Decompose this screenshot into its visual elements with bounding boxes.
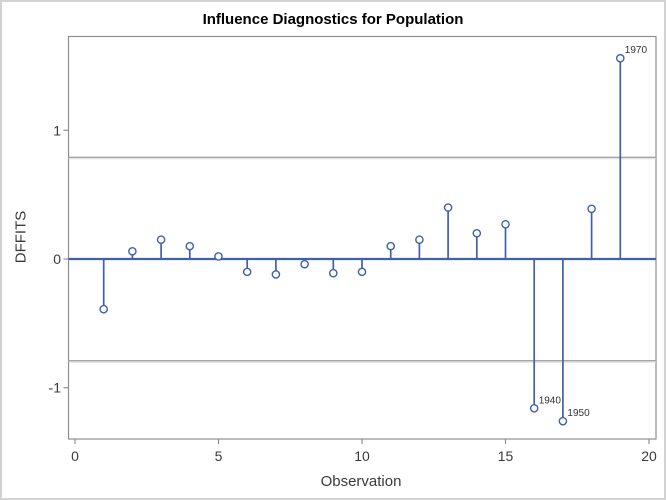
y-tick-label: -1: [49, 380, 62, 396]
y-tick-label: 0: [53, 251, 61, 267]
point-label-1970: 1970: [625, 45, 648, 56]
marker-obs-4: [185, 241, 195, 251]
y-tick-label: 1: [53, 122, 61, 138]
x-tick-label: 10: [354, 448, 370, 464]
marker-obs-6: [242, 267, 252, 277]
marker-obs-19: [616, 53, 625, 63]
plot-frame: [67, 35, 657, 440]
marker-obs-3: [156, 235, 166, 244]
x-tick-label: 15: [498, 448, 514, 464]
x-tick-label: 0: [71, 448, 79, 464]
point-label-1940: 1940: [539, 395, 562, 406]
x-tick-label: 20: [641, 448, 657, 464]
marker-obs-15: [501, 219, 510, 229]
marker-obs-5: [214, 252, 223, 261]
marker-obs-16: [529, 403, 539, 413]
y-axis-title: DFFITS: [12, 210, 30, 264]
x-axis-title: Observation: [320, 473, 402, 490]
marker-obs-9: [328, 268, 338, 278]
marker-obs-7: [271, 270, 281, 279]
marker-obs-8: [300, 259, 309, 269]
x-tick-label: 5: [215, 448, 223, 464]
point-label-1950: 1950: [567, 408, 590, 419]
marker-obs-14: [472, 228, 482, 238]
marker-obs-10: [357, 267, 367, 277]
marker-obs-13: [443, 203, 453, 212]
marker-obs-18: [587, 204, 596, 214]
marker-obs-2: [128, 246, 137, 256]
marker-obs-1: [99, 304, 108, 314]
marker-obs-12: [415, 235, 424, 244]
marker-obs-17: [558, 416, 568, 426]
chart-title: Influence Diagnostics for Population: [202, 11, 464, 28]
marker-obs-11: [386, 241, 396, 251]
